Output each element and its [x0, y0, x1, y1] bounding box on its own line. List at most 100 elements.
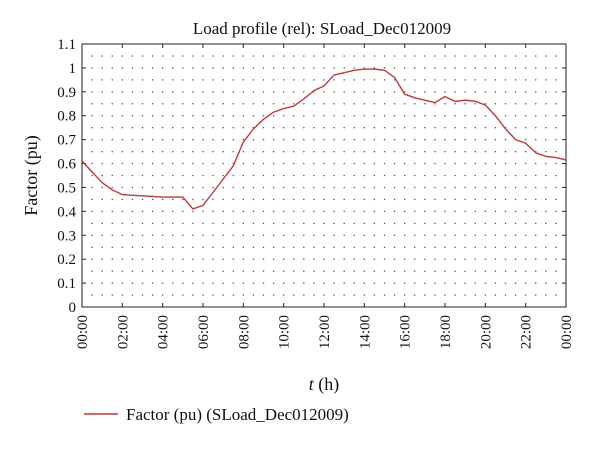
- grid-dot: [424, 174, 426, 177]
- grid-dot: [303, 114, 305, 117]
- grid-dot: [202, 162, 204, 165]
- grid-dot: [464, 79, 466, 81]
- grid-dot: [414, 210, 416, 213]
- grid-dot: [494, 162, 497, 165]
- grid-dot: [504, 270, 507, 272]
- grid-dot: [363, 222, 366, 225]
- grid-dot: [424, 126, 426, 129]
- grid-dot: [161, 186, 164, 189]
- grid-dot: [101, 79, 103, 81]
- grid-dot: [161, 210, 164, 213]
- grid-dot: [141, 174, 144, 177]
- grid-dot: [161, 222, 164, 225]
- grid-dot: [252, 210, 255, 213]
- grid-dot: [514, 234, 517, 237]
- grid-dot: [212, 198, 214, 201]
- grid-dot: [514, 91, 517, 93]
- grid-dot: [141, 210, 144, 213]
- grid-dot: [182, 198, 184, 201]
- grid-dot: [403, 258, 406, 260]
- grid-dot: [494, 67, 497, 69]
- grid-dot: [424, 79, 426, 81]
- grid-dot: [363, 174, 366, 177]
- grid-dot: [424, 186, 426, 189]
- grid-dot: [504, 294, 507, 296]
- grid-dot: [524, 246, 527, 248]
- grid-dot: [434, 79, 436, 81]
- grid-dot: [101, 234, 103, 237]
- grid-dot: [484, 55, 487, 57]
- grid-dot: [464, 222, 466, 225]
- grid-dot: [333, 210, 335, 213]
- grid-dot: [383, 126, 386, 129]
- grid-dot: [101, 222, 103, 225]
- grid-dot: [434, 174, 436, 177]
- grid-dot: [535, 79, 537, 81]
- grid-dot: [232, 91, 234, 93]
- grid-dot: [323, 174, 325, 177]
- grid-dot: [282, 67, 285, 69]
- grid-dot: [202, 258, 204, 260]
- grid-dot: [524, 258, 527, 260]
- grid-dot: [474, 91, 476, 93]
- grid-dot: [111, 270, 113, 272]
- grid-dot: [353, 138, 355, 141]
- grid-dot: [545, 210, 547, 213]
- grid-dot: [91, 270, 93, 272]
- grid-dot: [141, 114, 144, 117]
- grid-dot: [323, 55, 325, 57]
- grid-dot: [212, 258, 214, 260]
- grid-dot: [373, 282, 376, 284]
- grid-dot: [555, 55, 557, 57]
- grid-dot: [182, 150, 184, 153]
- grid-dot: [424, 150, 426, 153]
- grid-dot: [293, 174, 295, 177]
- grid-dot: [192, 162, 194, 165]
- grid-dot: [202, 210, 204, 213]
- grid-dot: [464, 186, 466, 189]
- grid-dot: [232, 246, 234, 248]
- grid-dot: [333, 246, 335, 248]
- grid-dot: [303, 210, 305, 213]
- grid-dot: [293, 246, 295, 248]
- grid-dot: [555, 186, 557, 189]
- grid-dot: [373, 198, 376, 201]
- grid-dot: [373, 258, 376, 260]
- grid-dot: [313, 103, 315, 105]
- grid-dot: [545, 270, 547, 272]
- grid-dot: [141, 138, 144, 141]
- grid-dot: [363, 91, 366, 93]
- grid-dot: [555, 162, 557, 165]
- x-tick-label: 02:00: [115, 315, 131, 349]
- grid-dot: [403, 198, 406, 201]
- x-axis-label-unit: (h): [314, 374, 340, 395]
- grid-dot: [403, 174, 406, 177]
- y-tick-label: 0.6: [57, 157, 76, 173]
- grid-dot: [202, 282, 204, 284]
- grid-dot: [232, 174, 234, 177]
- grid-dot: [494, 234, 497, 237]
- grid-dot: [303, 79, 305, 81]
- grid-dot: [454, 246, 456, 248]
- grid-dot: [424, 234, 426, 237]
- grid-dot: [192, 258, 194, 260]
- grid-dot: [262, 210, 265, 213]
- grid-dot: [202, 138, 204, 141]
- grid-dot: [272, 210, 275, 213]
- grid-dot: [383, 186, 386, 189]
- grid-dot: [192, 222, 194, 225]
- grid-dot: [252, 270, 255, 272]
- grid-dot: [172, 103, 174, 105]
- grid-dot: [474, 234, 476, 237]
- grid-dot: [91, 222, 93, 225]
- grid-dot: [161, 270, 164, 272]
- grid-dot: [484, 282, 487, 284]
- grid-dot: [172, 150, 174, 153]
- grid-dot: [474, 270, 476, 272]
- grid-dot: [141, 234, 144, 237]
- grid-dot: [383, 55, 386, 57]
- grid-dot: [414, 126, 416, 129]
- grid-dot: [212, 55, 214, 57]
- grid-dot: [151, 79, 154, 81]
- grid-dot: [444, 103, 446, 105]
